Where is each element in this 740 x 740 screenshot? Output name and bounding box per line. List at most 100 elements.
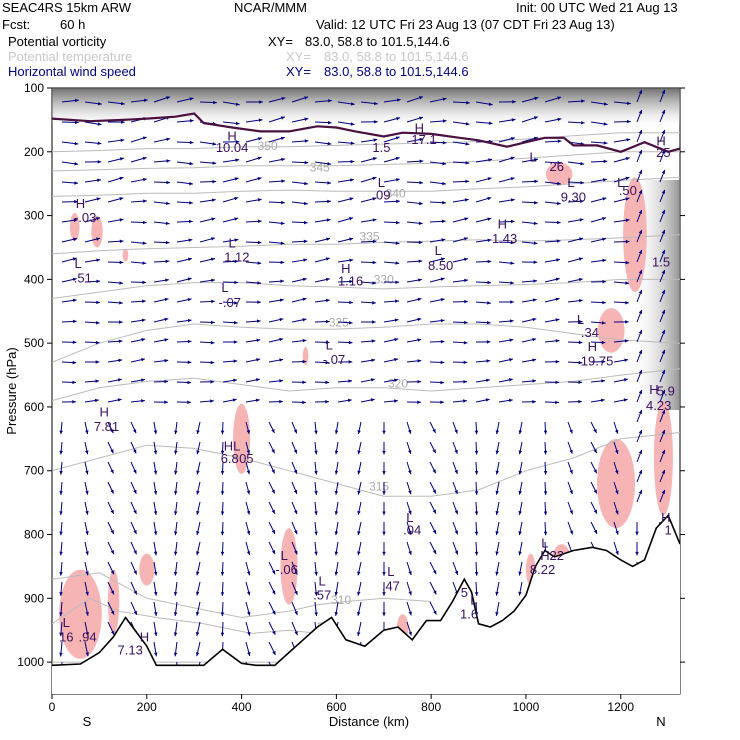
wind-vector-head xyxy=(615,449,619,454)
wind-vector-head xyxy=(97,160,102,164)
wind-vector-head xyxy=(432,469,436,474)
wind-vector-head xyxy=(440,360,445,365)
wind-vector-head xyxy=(509,319,514,323)
wind-vector-head xyxy=(121,120,125,124)
wind-vector-head xyxy=(432,550,437,555)
wind-vector-head xyxy=(120,138,125,143)
wind-vector-head xyxy=(474,491,479,495)
y-tick-label: 900 xyxy=(24,591,44,605)
wind-vector-head xyxy=(543,470,548,475)
wind-vector-head xyxy=(417,379,422,384)
theta-contour-label: 310 xyxy=(331,593,351,607)
wind-vector-head xyxy=(153,450,158,455)
wind-vector-head xyxy=(119,157,124,161)
field-name-theta: Potential temperature xyxy=(8,49,133,64)
wind-vector-head xyxy=(593,529,598,534)
wind-vector-head xyxy=(271,489,275,494)
wind-vector-head xyxy=(419,159,424,163)
wind-vector-head xyxy=(174,470,178,475)
wind-vector-head xyxy=(661,189,666,194)
wind-vector-head xyxy=(153,571,158,576)
wind-vector-head xyxy=(96,300,100,305)
wind-vector-head xyxy=(602,258,607,263)
wind-vector-head xyxy=(189,140,194,145)
wind-vector-head xyxy=(465,142,470,146)
pv-extremum-label: L xyxy=(529,149,536,164)
pv-fill-region xyxy=(623,177,647,293)
wind-vector-head xyxy=(143,98,148,103)
wind-vector-head xyxy=(211,198,216,202)
wind-vector-head xyxy=(441,219,446,224)
wind-vector-head xyxy=(246,591,251,596)
wind-vector-head xyxy=(440,277,445,281)
wind-vector-head xyxy=(661,309,666,314)
wind-vector-head xyxy=(280,241,285,245)
pv-extremum-label: H xyxy=(661,510,670,525)
wind-vector-head xyxy=(220,430,225,435)
wind-vector-head xyxy=(487,238,492,243)
x-tick-label: 400 xyxy=(232,700,252,714)
wind-vector-head xyxy=(142,136,147,140)
wind-vector-head xyxy=(487,280,492,285)
wind-vector-head xyxy=(419,96,423,100)
wind-vector-head xyxy=(220,632,225,637)
wind-vector-head xyxy=(314,531,318,536)
wind-vector-head xyxy=(141,358,145,362)
wind-vector-head xyxy=(246,470,251,475)
wind-vector-head xyxy=(433,570,437,575)
wind-vector-head xyxy=(74,141,79,146)
wind-vector-head xyxy=(382,612,386,617)
wind-vector-head xyxy=(627,101,631,105)
wind-vector-head xyxy=(59,491,63,495)
wind-vector-head xyxy=(357,632,361,636)
wind-vector-head xyxy=(555,277,560,282)
wind-vector-head xyxy=(474,470,479,475)
wind-vector-head xyxy=(302,380,307,384)
wind-vector-head xyxy=(314,511,318,516)
wind-vector-head xyxy=(294,530,298,535)
wind-vector-head xyxy=(347,398,352,403)
wind-vector-head xyxy=(357,611,361,616)
wind-vector-head xyxy=(486,340,491,344)
wind-vector-head xyxy=(350,159,355,164)
wind-vector-head xyxy=(280,116,285,120)
wind-vector-head xyxy=(579,218,584,222)
wind-vector-head xyxy=(370,378,375,382)
wind-vector-head xyxy=(395,241,400,245)
wind-vector-head xyxy=(154,632,158,637)
wind-vector-head xyxy=(334,551,339,556)
wind-vector-head xyxy=(110,449,114,454)
field-name-wind: Horizontal wind speed xyxy=(8,64,136,79)
wind-vector-head xyxy=(325,380,330,385)
wind-vector-head xyxy=(454,469,458,474)
wind-vector-head xyxy=(293,489,298,494)
wind-vector-head xyxy=(474,450,479,455)
theta-contour xyxy=(52,151,680,172)
wind-vector-head xyxy=(189,181,193,186)
wind-vector-head xyxy=(281,200,285,205)
wind-vector-head xyxy=(133,610,137,615)
wind-vector-head xyxy=(133,570,137,575)
wind-vector-head xyxy=(408,470,412,475)
field-xy-wind: 83.0, 58.8 to 101.5,144.6 xyxy=(324,64,469,79)
wind-vector-head xyxy=(117,378,122,382)
pv-extremum-label: 1 xyxy=(665,523,672,538)
wind-vector-head xyxy=(395,220,400,225)
x-tick-label: 800 xyxy=(421,700,441,714)
wind-vector-head xyxy=(196,490,200,495)
wind-vector-head xyxy=(625,239,630,244)
wind-vector-head xyxy=(174,531,178,536)
wind-vector-head xyxy=(348,321,353,325)
wind-vector-head xyxy=(661,89,666,94)
wind-vector-head xyxy=(133,590,137,595)
y-tick-label: 100 xyxy=(24,81,44,95)
pv-extremum-label: H xyxy=(76,196,85,211)
wind-vector-head xyxy=(555,400,559,405)
wind-vector-head xyxy=(419,137,424,142)
wind-vector-head xyxy=(638,469,643,474)
wind-vector-head xyxy=(133,449,137,454)
wind-vector-head xyxy=(626,119,631,124)
wind-vector-head xyxy=(96,279,101,284)
wind-vector-head xyxy=(440,380,445,385)
wind-vector-head xyxy=(495,470,499,475)
